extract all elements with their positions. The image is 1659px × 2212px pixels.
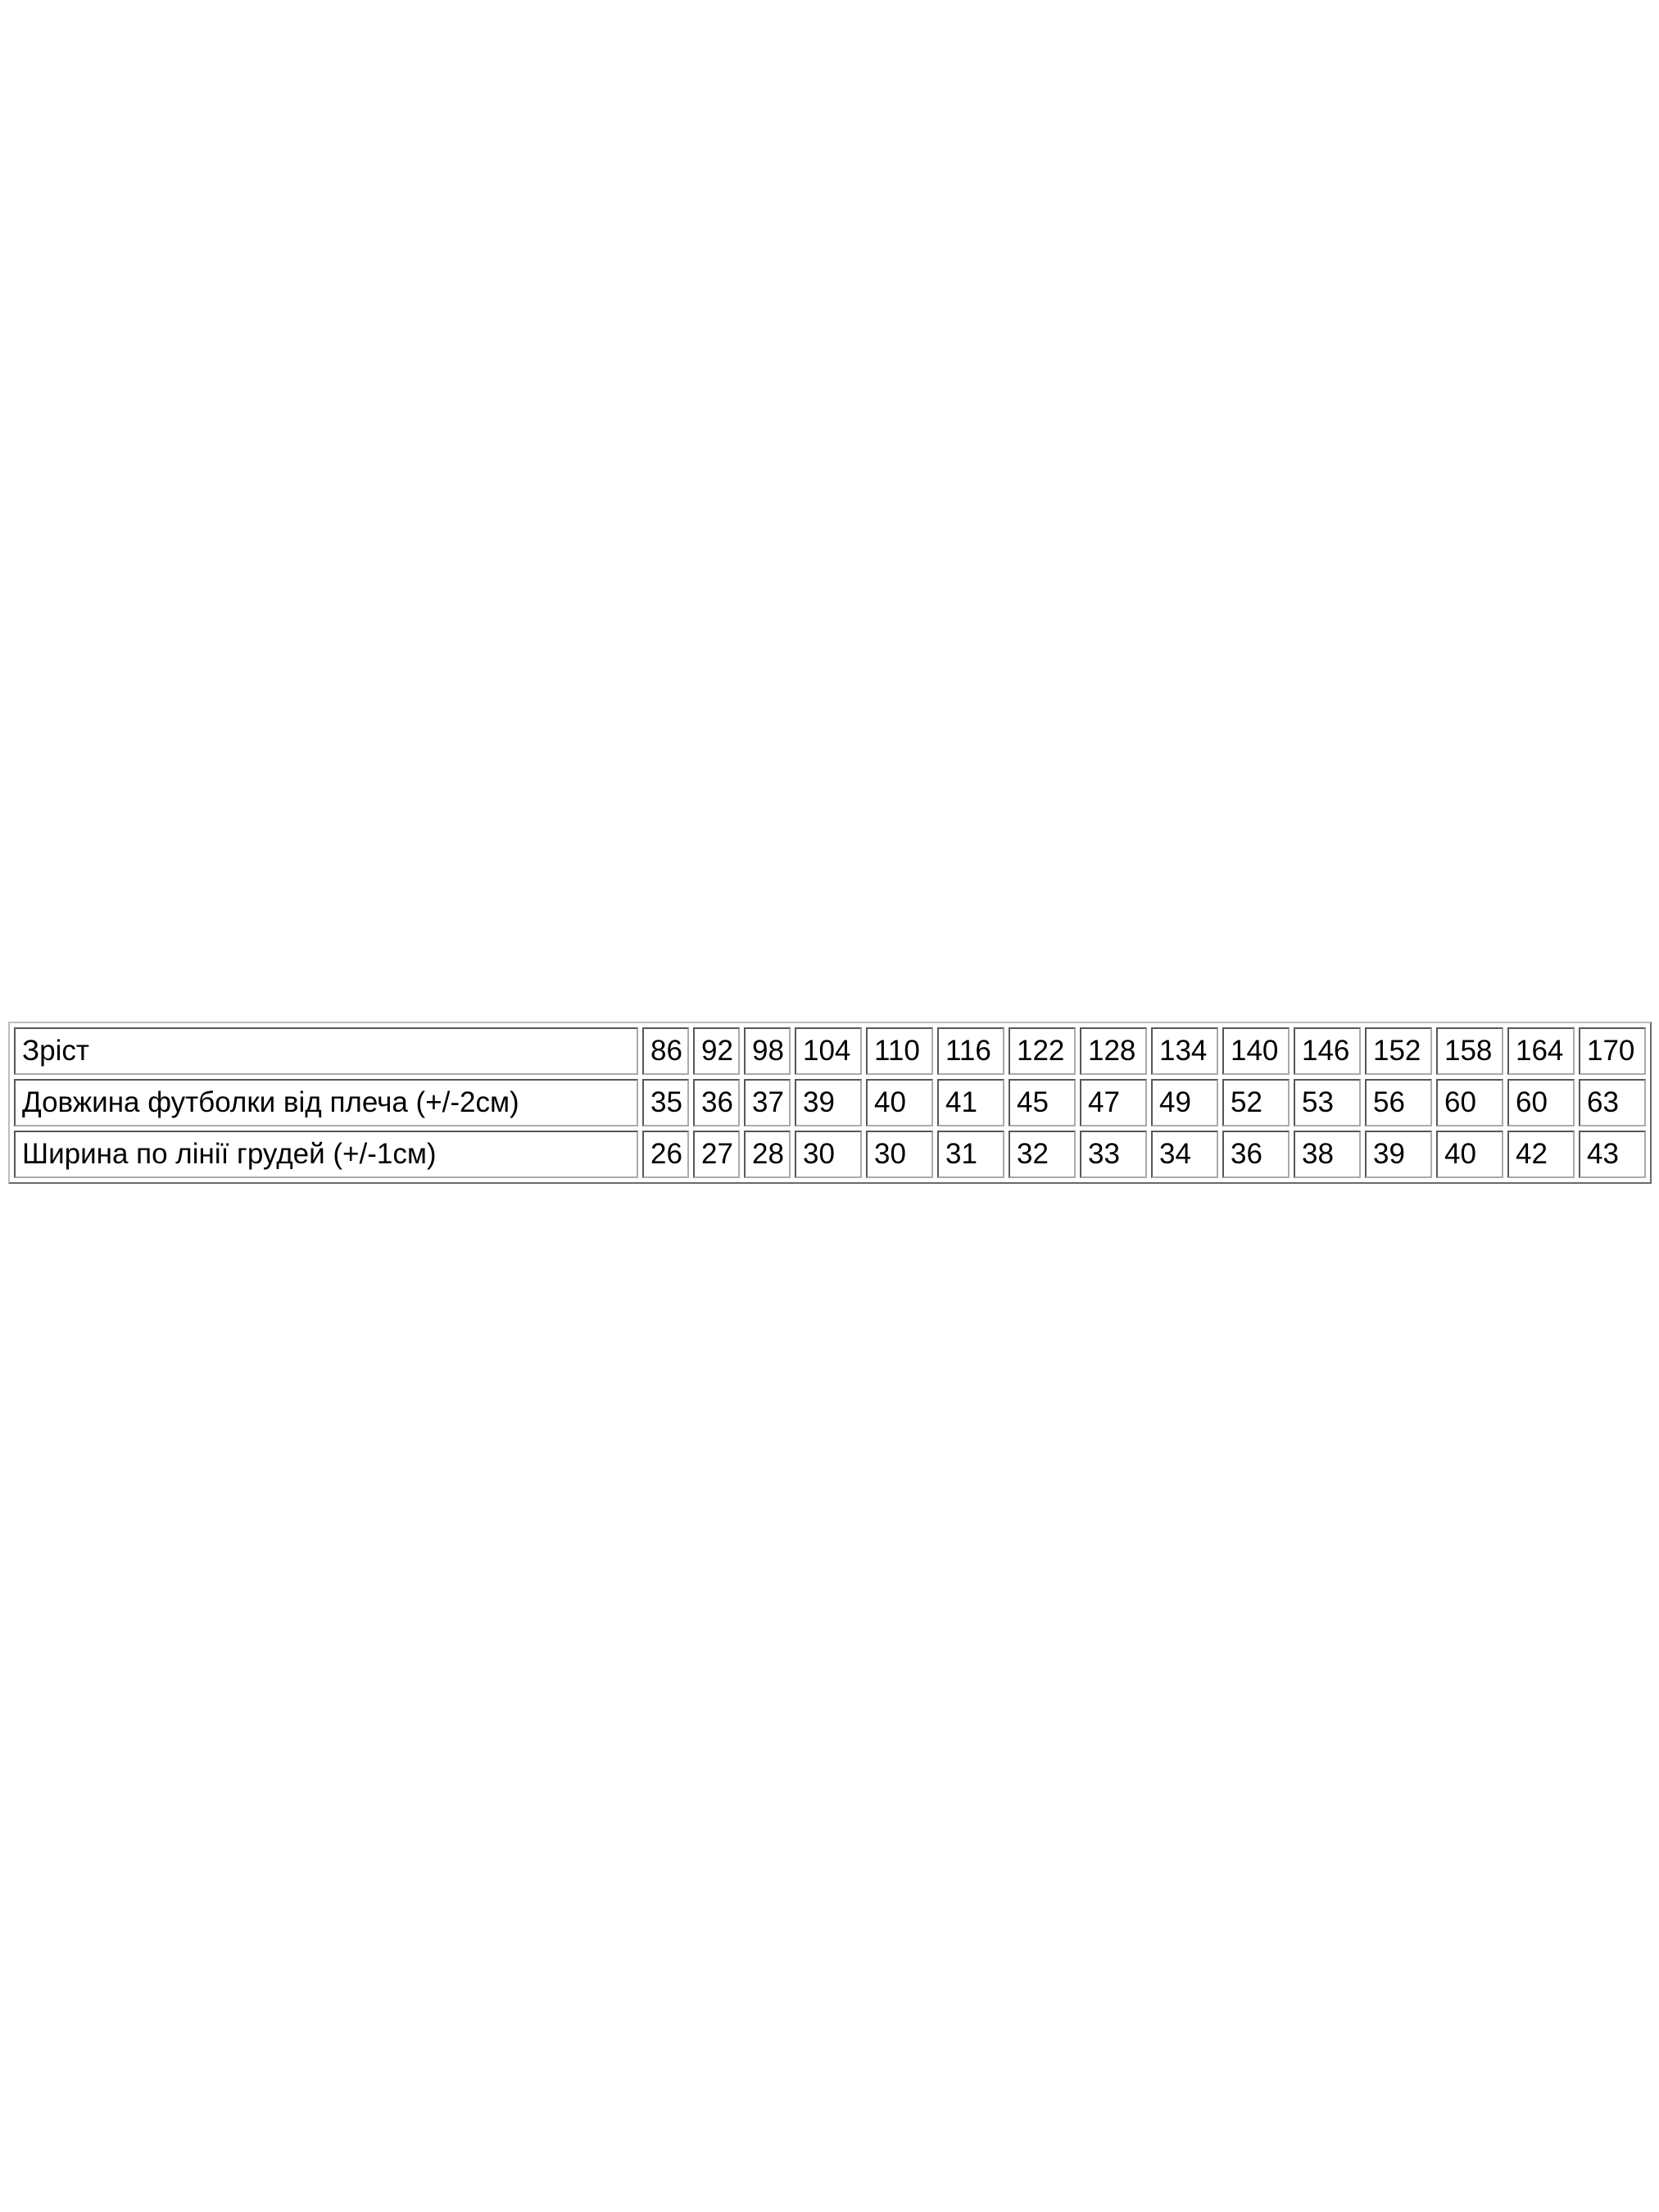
size-value-cell: 47 bbox=[1080, 1079, 1147, 1126]
size-value-cell: 37 bbox=[744, 1079, 791, 1126]
size-value-cell: 116 bbox=[937, 1027, 1004, 1075]
size-value-cell: 30 bbox=[866, 1131, 933, 1178]
size-value-cell: 170 bbox=[1579, 1027, 1646, 1075]
size-value-cell: 36 bbox=[1222, 1131, 1290, 1178]
size-value-cell: 42 bbox=[1507, 1131, 1575, 1178]
size-table: Зріст 86 92 98 104 110 116 122 128 134 140 146 152 15… bbox=[8, 1022, 1652, 1184]
size-value-cell: 60 bbox=[1436, 1079, 1503, 1126]
size-value-cell: 52 bbox=[1222, 1079, 1290, 1126]
size-value-cell: 40 bbox=[866, 1079, 933, 1126]
size-value-cell: 104 bbox=[795, 1027, 862, 1075]
size-value-cell: 152 bbox=[1365, 1027, 1432, 1075]
size-value-cell: 63 bbox=[1579, 1079, 1646, 1126]
size-value-cell: 35 bbox=[642, 1079, 689, 1126]
size-value-cell: 86 bbox=[642, 1027, 689, 1075]
size-value-cell: 98 bbox=[744, 1027, 791, 1075]
size-value-cell: 134 bbox=[1151, 1027, 1218, 1075]
size-table-row: Ширина по лінії грудей (+/-1см) 26 27 28 30 3… bbox=[14, 1131, 1646, 1178]
size-value-cell: 39 bbox=[795, 1079, 862, 1126]
size-value-cell: 33 bbox=[1080, 1131, 1147, 1178]
size-value-cell: 158 bbox=[1436, 1027, 1503, 1075]
size-value-cell: 53 bbox=[1294, 1079, 1361, 1126]
size-value-cell: 60 bbox=[1507, 1079, 1575, 1126]
size-value-cell: 45 bbox=[1009, 1079, 1076, 1126]
size-value-cell: 164 bbox=[1507, 1027, 1575, 1075]
size-value-cell: 28 bbox=[744, 1131, 791, 1178]
size-value-cell: 56 bbox=[1365, 1079, 1432, 1126]
row-label-cell: Зріст bbox=[14, 1027, 638, 1075]
size-value-cell: 36 bbox=[693, 1079, 740, 1126]
row-label-cell: Довжина футболки від плеча (+/-2см) bbox=[14, 1079, 638, 1126]
size-table-row: Зріст 86 92 98 104 110 116 122 128 134 140 146 152 15… bbox=[14, 1027, 1646, 1075]
size-value-cell: 128 bbox=[1080, 1027, 1147, 1075]
size-value-cell: 30 bbox=[795, 1131, 862, 1178]
size-value-cell: 110 bbox=[866, 1027, 933, 1075]
size-value-cell: 26 bbox=[642, 1131, 689, 1178]
size-value-cell: 38 bbox=[1294, 1131, 1361, 1178]
size-value-cell: 122 bbox=[1009, 1027, 1076, 1075]
size-value-cell: 32 bbox=[1009, 1131, 1076, 1178]
row-label-cell: Ширина по лінії грудей (+/-1см) bbox=[14, 1131, 638, 1178]
size-value-cell: 40 bbox=[1436, 1131, 1503, 1178]
size-value-cell: 92 bbox=[693, 1027, 740, 1075]
size-value-cell: 140 bbox=[1222, 1027, 1290, 1075]
size-value-cell: 43 bbox=[1579, 1131, 1646, 1178]
size-value-cell: 41 bbox=[937, 1079, 1004, 1126]
size-value-cell: 34 bbox=[1151, 1131, 1218, 1178]
size-table-body: Зріст 86 92 98 104 110 116 122 128 134 140 146 152 15… bbox=[14, 1027, 1646, 1178]
size-value-cell: 39 bbox=[1365, 1131, 1432, 1178]
size-table-row: Довжина футболки від плеча (+/-2см) 35 36 3… bbox=[14, 1079, 1646, 1126]
size-value-cell: 49 bbox=[1151, 1079, 1218, 1126]
size-value-cell: 146 bbox=[1294, 1027, 1361, 1075]
size-value-cell: 31 bbox=[937, 1131, 1004, 1178]
size-value-cell: 27 bbox=[693, 1131, 740, 1178]
